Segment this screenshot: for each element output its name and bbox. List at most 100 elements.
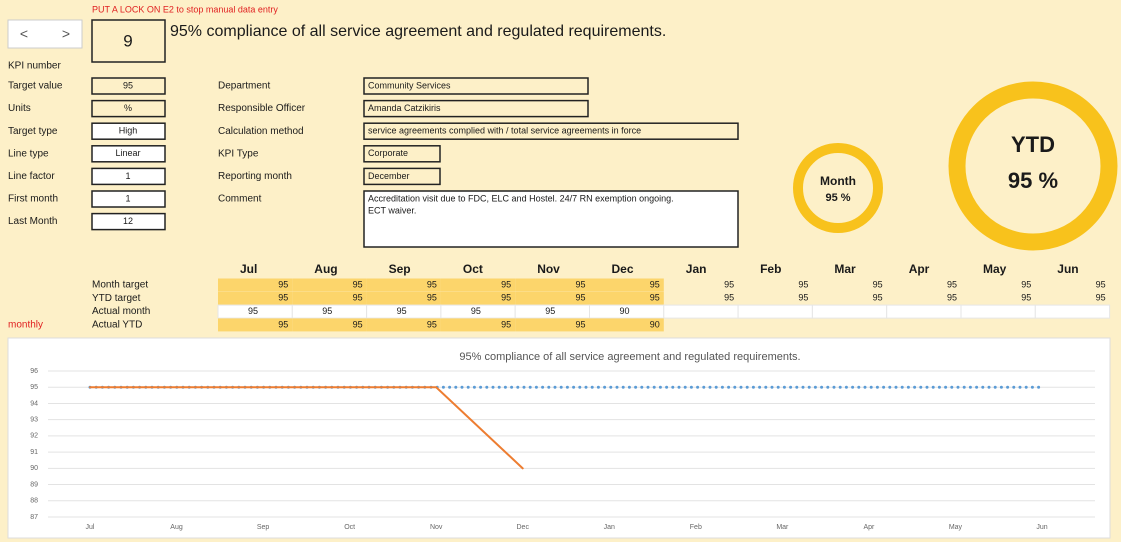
detail-label: Department xyxy=(218,81,270,92)
field-label: Line type xyxy=(8,148,49,159)
field-value: % xyxy=(124,103,132,113)
row-label: Month target xyxy=(92,280,148,291)
kpi-title: 95% compliance of all service agreement … xyxy=(170,23,666,40)
cell-value: 95 xyxy=(1021,279,1031,289)
cell-value: 95 xyxy=(501,279,511,289)
cell-value: 95 xyxy=(873,279,883,289)
kpi-label: KPI number xyxy=(8,61,61,72)
y-tick-label: 94 xyxy=(30,400,38,407)
detail-label: Responsible Officer xyxy=(218,103,306,114)
y-tick-label: 88 xyxy=(30,498,38,505)
cell-value: 95 xyxy=(724,279,734,289)
month-header: Nov xyxy=(537,262,560,276)
cell xyxy=(886,304,962,319)
month-header: Jun xyxy=(1057,262,1078,276)
cell-value: 95 xyxy=(397,306,407,316)
cell xyxy=(366,278,441,292)
cell-value: 95 xyxy=(575,293,585,303)
nav-prev[interactable]: < xyxy=(20,26,28,42)
cell xyxy=(515,318,590,332)
detail-box xyxy=(363,122,739,140)
detail-box xyxy=(363,99,589,118)
cell xyxy=(292,318,367,332)
cell xyxy=(218,318,293,332)
nav-box xyxy=(7,19,83,49)
detail-label: Calculation method xyxy=(218,126,304,137)
field-value: 1 xyxy=(125,171,130,181)
detail-value: service agreements complied with / total… xyxy=(368,126,641,136)
cell xyxy=(589,318,664,332)
row-label: Actual month xyxy=(92,306,150,317)
x-tick-label: Nov xyxy=(430,524,443,531)
detail-label: Reporting month xyxy=(218,171,292,182)
mode: monthly xyxy=(8,320,43,331)
row-label: Actual YTD xyxy=(92,320,142,331)
detail-label: Comment xyxy=(218,194,262,205)
month-header: Mar xyxy=(834,262,856,276)
month-header: Dec xyxy=(612,262,634,276)
x-tick-label: Oct xyxy=(344,524,355,531)
detail-box xyxy=(363,167,441,186)
ytd-gauge-value: 95 % xyxy=(1008,168,1058,193)
month-header: Sep xyxy=(389,262,411,276)
cell-value: 95 xyxy=(1096,293,1106,303)
cell xyxy=(218,291,293,305)
x-tick-label: Jan xyxy=(604,524,615,531)
cell-value: 95 xyxy=(575,319,585,329)
cell-value: 95 xyxy=(248,306,258,316)
detail-value: Corporate xyxy=(368,148,408,158)
cell xyxy=(218,278,293,292)
cell-value: 95 xyxy=(650,279,660,289)
cell-value: 95 xyxy=(427,293,437,303)
cell xyxy=(663,304,739,319)
cell xyxy=(292,278,367,292)
detail-value: December xyxy=(368,171,410,181)
field-value: Linear xyxy=(115,148,140,158)
x-tick-label: Mar xyxy=(776,524,789,531)
x-tick-label: Aug xyxy=(170,524,183,531)
cell xyxy=(440,291,516,305)
x-tick-label: Jul xyxy=(86,524,95,531)
y-tick-label: 96 xyxy=(30,368,38,375)
detail-box xyxy=(363,145,441,163)
cell xyxy=(366,318,441,332)
y-tick-label: 92 xyxy=(30,433,38,440)
ytd-gauge-label: YTD xyxy=(1011,132,1055,157)
x-tick-label: May xyxy=(949,524,963,531)
cell-value: 95 xyxy=(278,319,288,329)
cell-value: 95 xyxy=(798,293,808,303)
cell-value: 95 xyxy=(353,279,363,289)
cell xyxy=(366,291,441,305)
cell xyxy=(737,304,813,319)
cell-value: 95 xyxy=(427,279,437,289)
field-box xyxy=(91,99,166,118)
kpi-number: 9 xyxy=(123,31,132,50)
field-value: 12 xyxy=(123,216,133,226)
row-label: YTD target xyxy=(92,293,141,304)
detail-box xyxy=(363,190,739,248)
cell-value: 95 xyxy=(501,293,511,303)
cell-value: 95 xyxy=(545,306,555,316)
month-gauge-value: 95 % xyxy=(825,192,850,204)
month-header: Oct xyxy=(463,262,483,276)
chart-title: 95% compliance of all service agreement … xyxy=(459,351,800,363)
cell-value: 90 xyxy=(620,306,630,316)
cell-value: 95 xyxy=(427,319,437,329)
detail-value: ECT waiver. xyxy=(368,205,416,215)
cell xyxy=(589,291,664,305)
kpi-number-box xyxy=(91,19,166,63)
cell-value: 95 xyxy=(322,306,332,316)
cell-value: 90 xyxy=(650,319,660,329)
y-tick-label: 87 xyxy=(30,514,38,521)
field-label: First month xyxy=(8,194,58,205)
cell-value: 95 xyxy=(1021,293,1031,303)
detail-box xyxy=(363,77,589,95)
cell-value: 95 xyxy=(1096,279,1106,289)
field-label: Target type xyxy=(8,126,58,137)
detail-label: KPI Type xyxy=(218,148,259,159)
y-tick-label: 89 xyxy=(30,481,38,488)
nav-next[interactable]: > xyxy=(62,26,70,42)
cell xyxy=(440,318,516,332)
cell xyxy=(960,304,1036,319)
field-label: Last Month xyxy=(8,216,57,227)
